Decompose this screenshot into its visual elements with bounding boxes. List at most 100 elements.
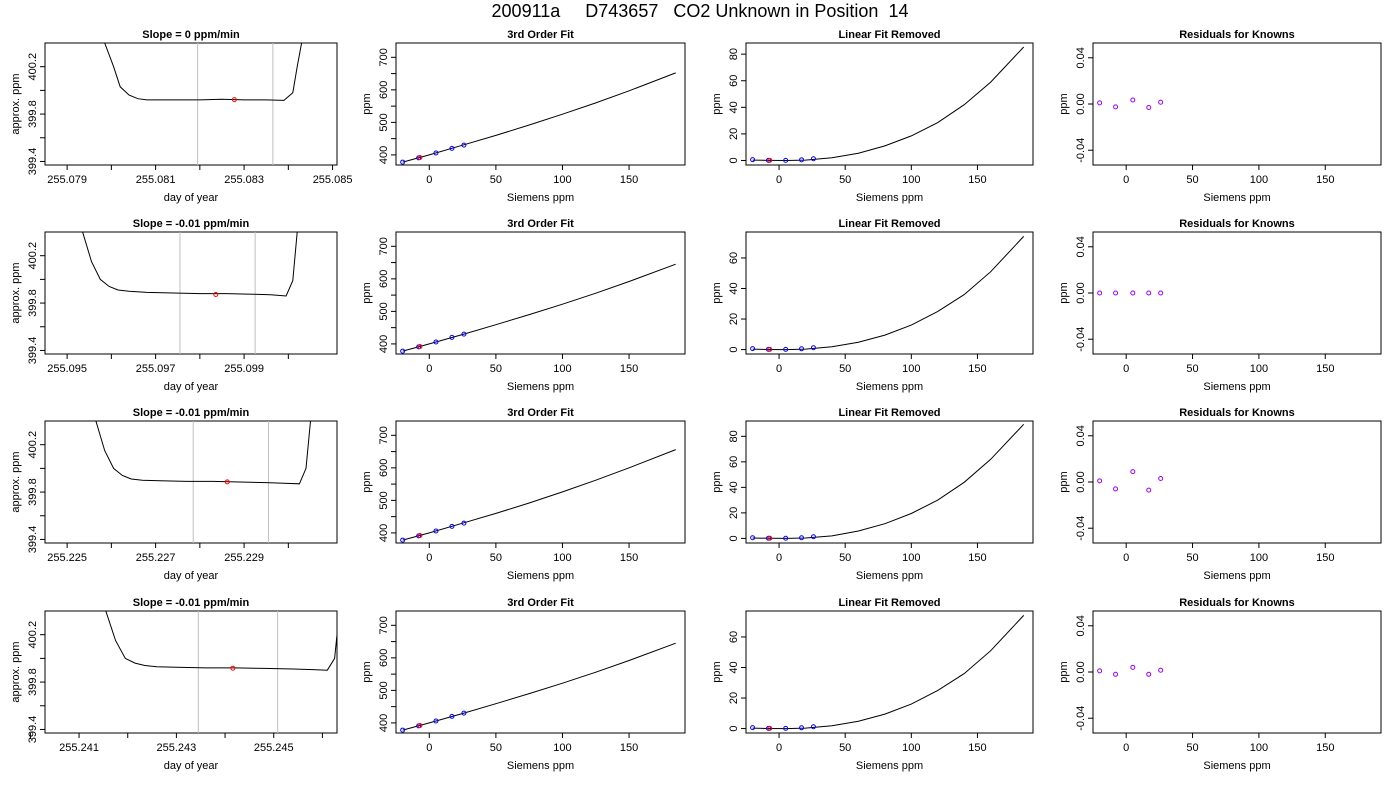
- known-point: [400, 159, 406, 165]
- x-axis-label: Siemens ppm: [507, 570, 574, 582]
- x-tick-label: 50: [490, 363, 502, 375]
- x-tick-label: 50: [1186, 552, 1198, 564]
- x-tick-label: 150: [968, 742, 986, 754]
- known-point: [461, 520, 467, 526]
- y-tick-label: -0.04: [1075, 138, 1087, 163]
- fit-curve: [752, 46, 1025, 162]
- plot-panel-linear-removed: Linear Fit Removed 0 50 100 150 0 20 40 60 80 Siem…: [711, 29, 1034, 204]
- known-point: [783, 535, 789, 541]
- plot-area: [400, 642, 676, 733]
- y-tick-label: 0: [728, 726, 740, 732]
- unknown-point: [417, 155, 423, 161]
- y-tick-label: 399.8: [27, 289, 39, 317]
- y-tick-label: -0.04: [1075, 516, 1087, 541]
- x-tick-label: 0: [1123, 174, 1129, 186]
- plot-frame: [1092, 42, 1382, 166]
- plot-area: [104, 43, 303, 165]
- residual-point: [1097, 478, 1103, 484]
- y-tick-label: 20: [728, 128, 740, 140]
- known-point: [433, 150, 439, 156]
- plot-frame: [44, 231, 338, 355]
- x-tick-label: 150: [1316, 174, 1334, 186]
- residual-point: [1097, 668, 1103, 674]
- known-point: [783, 725, 789, 731]
- x-tick-label: 100: [1250, 742, 1268, 754]
- known-point: [810, 156, 816, 162]
- plot-frame: [1092, 610, 1382, 734]
- known-point: [400, 727, 406, 733]
- plot-area: [95, 421, 311, 543]
- plot-area: [1097, 97, 1164, 110]
- fit-curve: [752, 423, 1025, 539]
- unknown-point: [767, 535, 773, 541]
- y-axis-label: ppm: [711, 471, 723, 492]
- y-tick-label: 0: [728, 157, 740, 163]
- plot-panel-linear-removed: Linear Fit Removed 0 50 100 150 0 20 40 60 Siemen…: [711, 597, 1034, 772]
- y-tick-label: 600: [378, 649, 390, 667]
- y-tick-label: 400: [378, 714, 390, 732]
- plot-title: Residuals for Knowns: [1179, 218, 1295, 230]
- known-point: [461, 710, 467, 716]
- y-tick-label: 500: [378, 491, 390, 509]
- y-tick-label: 0: [728, 535, 740, 541]
- plot-area: [750, 46, 1025, 163]
- y-axis-label: ppm: [711, 282, 723, 303]
- y-axis-label: ppm: [711, 93, 723, 114]
- known-point: [461, 142, 467, 148]
- x-tick-label: 100: [553, 742, 571, 754]
- concentration-trace: [95, 421, 311, 485]
- x-tick-label: 100: [553, 174, 571, 186]
- known-point: [750, 157, 756, 163]
- plot-area: [105, 611, 337, 733]
- x-tick-label: 0: [426, 363, 432, 375]
- y-tick-label: 40: [728, 481, 740, 493]
- y-tick-label: 0.00: [1075, 471, 1087, 492]
- y-tick-label: 400.2: [27, 621, 39, 649]
- y-tick-label: 700: [378, 237, 390, 255]
- known-point: [433, 718, 439, 724]
- y-tick-label: 399.4: [27, 148, 39, 176]
- x-tick-label: 50: [839, 552, 851, 564]
- y-tick-label: 399.8: [27, 668, 39, 696]
- known-point: [810, 345, 816, 351]
- y-tick-label: 40: [728, 661, 740, 673]
- x-tick-label: 255.083: [224, 174, 264, 186]
- x-tick-label: 0: [426, 174, 432, 186]
- x-tick-label: 255.099: [224, 363, 264, 375]
- x-tick-label: 50: [490, 742, 502, 754]
- plot-frame: [1092, 420, 1382, 544]
- x-tick-label: 50: [490, 552, 502, 564]
- x-axis-label: Siemens ppm: [856, 192, 923, 204]
- x-tick-label: 50: [490, 174, 502, 186]
- y-tick-label: 80: [728, 430, 740, 442]
- x-tick-label: 50: [1186, 742, 1198, 754]
- known-point: [783, 157, 789, 163]
- x-tick-label: 150: [620, 174, 638, 186]
- x-tick-label: 50: [1186, 363, 1198, 375]
- known-point: [433, 339, 439, 345]
- plot-title: Linear Fit Removed: [838, 597, 940, 609]
- x-axis-label: Siemens ppm: [1203, 760, 1270, 772]
- x-tick-label: 255.081: [136, 174, 176, 186]
- plot-title: 3rd Order Fit: [507, 218, 574, 230]
- unknown-point: [767, 346, 773, 352]
- plot-title: 3rd Order Fit: [507, 29, 574, 41]
- plot-frame: [44, 610, 338, 734]
- x-axis-label: Siemens ppm: [856, 381, 923, 393]
- plot-title: 3rd Order Fit: [507, 407, 574, 419]
- x-tick-label: 100: [902, 552, 920, 564]
- concentration-trace: [105, 611, 337, 671]
- y-tick-label: 0.04: [1075, 47, 1087, 68]
- residual-point: [1158, 290, 1164, 296]
- x-tick-label: 0: [1123, 552, 1129, 564]
- x-tick-label: 150: [620, 742, 638, 754]
- y-tick-label: -0.04: [1075, 706, 1087, 731]
- y-tick-label: 40: [728, 101, 740, 113]
- y-axis-label: approx. ppm: [10, 641, 22, 702]
- unknown-point: [417, 723, 423, 729]
- plot-title: Slope = -0.01 ppm/min: [133, 597, 250, 609]
- plot-title: Residuals for Knowns: [1179, 597, 1295, 609]
- x-tick-label: 100: [1250, 363, 1268, 375]
- x-tick-label: 100: [1250, 174, 1268, 186]
- plot-panel-time-series: Slope = -0.01 ppm/min 255.225 255.227 255.2…: [10, 407, 338, 582]
